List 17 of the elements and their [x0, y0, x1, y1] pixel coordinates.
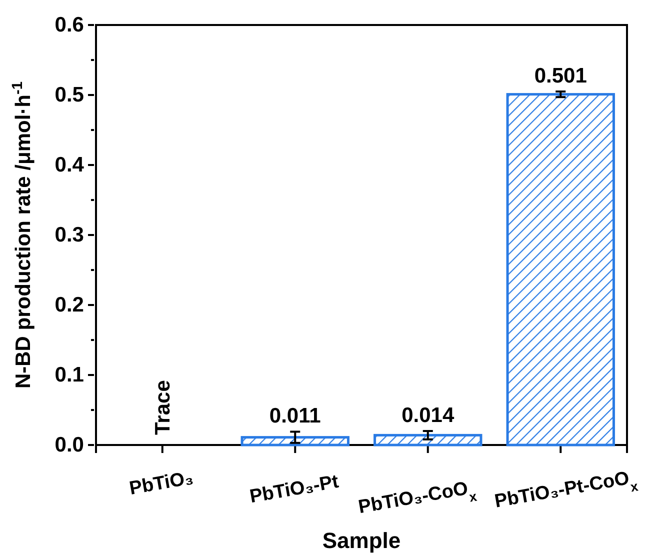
data-label: 0.014	[402, 404, 454, 427]
y-tick-label: 0.4	[54, 154, 84, 177]
y-tick-label: 0.5	[54, 84, 84, 107]
x-tick-label: PbTiO₃	[128, 468, 195, 500]
y-tick-label: 0.6	[54, 14, 84, 37]
bar	[374, 434, 482, 446]
x-tick-label: PbTiO₃-Pt	[248, 471, 341, 508]
y-tick-label: 0.3	[54, 224, 84, 247]
y-tick-label: 0.1	[54, 364, 84, 387]
data-label: 0.011	[269, 404, 322, 428]
bar	[240, 436, 350, 446]
y-tick-label: 0.2	[54, 294, 84, 317]
x-axis-title: Sample	[322, 528, 401, 553]
data-label: 0.501	[534, 64, 588, 88]
bar	[506, 93, 615, 446]
text: Trace	[151, 380, 174, 435]
y-tick-label: 0.0	[54, 434, 84, 457]
